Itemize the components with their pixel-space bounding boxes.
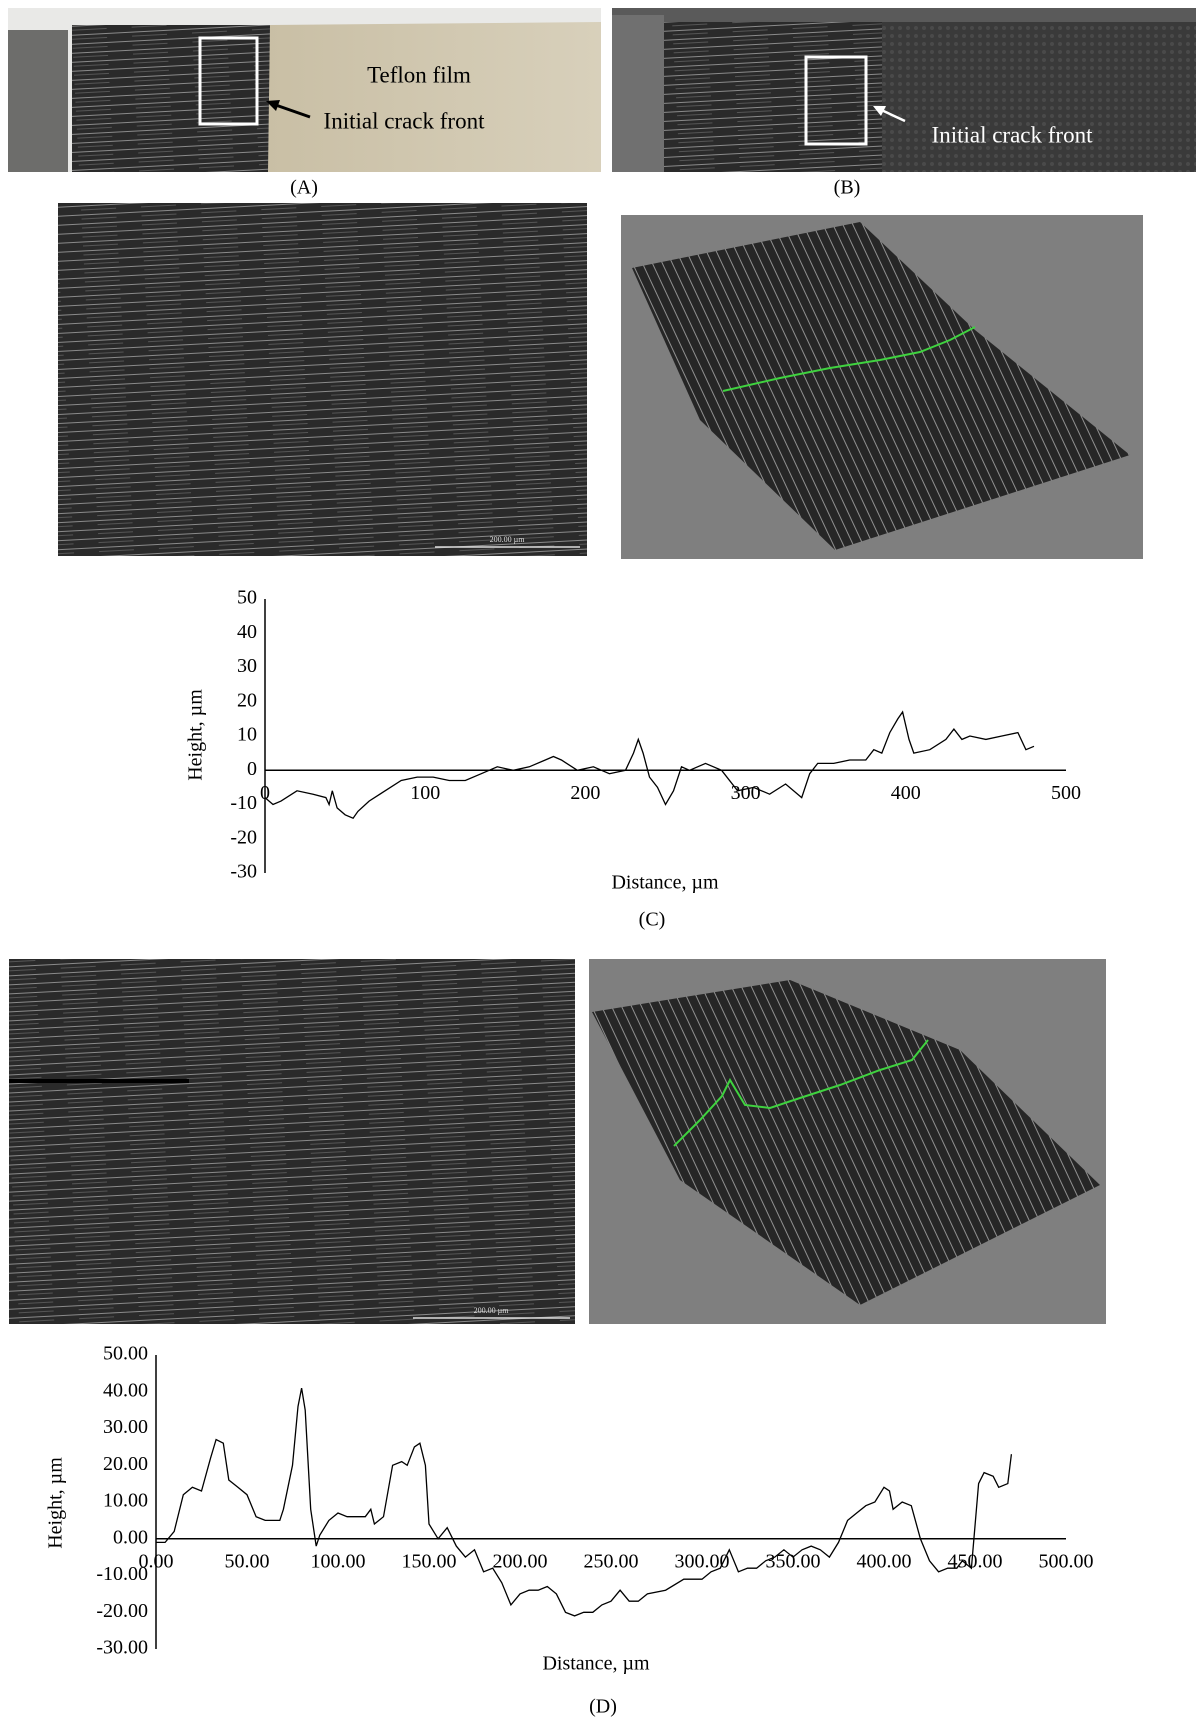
y-tick-label: 20.00	[103, 1453, 148, 1475]
y-tick-label: 0.00	[113, 1526, 148, 1548]
panel-label: (D)	[589, 1696, 617, 1718]
x-tick-label: 350.00	[766, 1550, 821, 1572]
annotation: Initial crack front	[324, 108, 486, 133]
y-tick-label: 10.00	[103, 1490, 148, 1512]
x-tick-label: 300	[731, 782, 761, 804]
annotation: Teflon film	[367, 62, 471, 87]
y-tick-label: 50	[237, 587, 257, 609]
photo-a: Teflon film Initial crack front	[8, 8, 601, 172]
sem-image: 200.00 µm	[58, 203, 587, 556]
y-tick-label: -30.00	[96, 1637, 148, 1659]
scale-bar-label: 200.00 µm	[490, 535, 526, 544]
y-tick-label: -20.00	[96, 1600, 148, 1622]
panel-label: (B)	[834, 177, 861, 199]
y-tick-label: 40.00	[103, 1379, 148, 1401]
x-tick-label: 100.00	[311, 1550, 366, 1572]
y-tick-label: -10.00	[96, 1563, 148, 1585]
x-tick-label: 100	[410, 782, 440, 804]
x-tick-label: 400	[891, 782, 921, 804]
x-tick-label: 450.00	[948, 1550, 1003, 1572]
x-tick-label: 400.00	[857, 1550, 912, 1572]
panel-label: (C)	[639, 909, 666, 931]
y-axis-label: Height, µm	[45, 1457, 67, 1549]
x-tick-label: 300.00	[675, 1550, 730, 1572]
y-tick-label: 20	[237, 689, 257, 711]
3d-view	[621, 215, 1143, 559]
y-tick-label: 0	[247, 758, 257, 780]
x-tick-label: 500.00	[1039, 1550, 1094, 1572]
photo-b: Initial crack front	[612, 8, 1196, 172]
x-tick-label: 500	[1051, 782, 1081, 804]
annotation: Initial crack front	[932, 122, 1094, 147]
sem-image: 200.00 µm	[9, 959, 575, 1324]
x-tick-label: 0	[260, 782, 270, 804]
y-tick-label: 10	[237, 724, 257, 746]
data-line	[264, 710, 1035, 820]
x-tick-label: 50.00	[225, 1550, 270, 1572]
y-tick-label: -30	[230, 861, 257, 883]
scale-bar-label: 200.00 µm	[474, 1306, 510, 1315]
y-tick-label: -20	[230, 826, 257, 848]
y-tick-label: 50.00	[103, 1343, 148, 1365]
3d-view	[589, 959, 1106, 1324]
y-tick-label: 30.00	[103, 1416, 148, 1438]
y-tick-label: -10	[230, 792, 257, 814]
y-axis-label: Height, µm	[185, 689, 207, 781]
y-tick-label: 40	[237, 621, 257, 643]
x-tick-label: 150.00	[402, 1550, 457, 1572]
x-tick-label: 200.00	[493, 1550, 548, 1572]
x-axis-label: Distance, µm	[611, 872, 718, 894]
y-tick-label: 30	[237, 655, 257, 677]
x-tick-label: 200	[570, 782, 600, 804]
x-tick-label: 250.00	[584, 1550, 639, 1572]
panel-label: (A)	[290, 177, 318, 199]
x-tick-label: 0.00	[139, 1550, 174, 1572]
x-axis-label: Distance, µm	[542, 1653, 649, 1675]
data-line	[156, 1387, 1013, 1617]
